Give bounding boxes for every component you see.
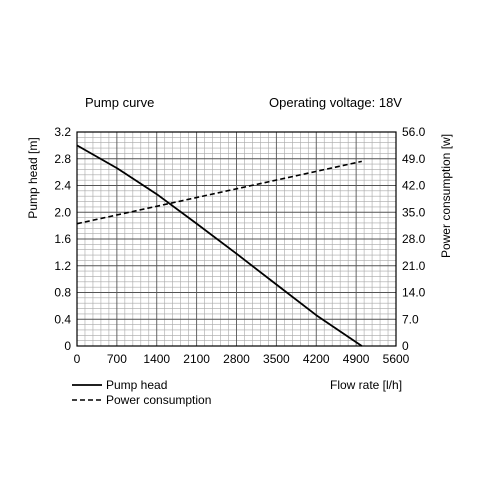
chart-frame bbox=[76, 131, 397, 347]
y2-tick-label: 7.0 bbox=[402, 312, 419, 326]
y2-tick-label: 35.0 bbox=[402, 205, 426, 219]
y-tick-label: 0.8 bbox=[54, 286, 71, 300]
x-tick-label: 4900 bbox=[343, 352, 370, 366]
x-tick-label: 4200 bbox=[303, 352, 330, 366]
y-tick-label: 0.4 bbox=[54, 312, 71, 326]
plot-border bbox=[76, 131, 397, 347]
y2-tick-label: 42.0 bbox=[402, 179, 426, 193]
x-tick-label: 3500 bbox=[263, 352, 290, 366]
tick-labels: 0 700 1400 2100 2800 3500 4200 4900 560000.40.81… bbox=[54, 125, 425, 366]
x-tick-label: 5600 bbox=[383, 352, 410, 366]
y-tick-label: 2.8 bbox=[54, 152, 71, 166]
y-tick-label: 3.2 bbox=[54, 125, 71, 139]
x-axis-label: Flow rate [l/h] bbox=[330, 378, 402, 392]
y2-tick-label: 28.0 bbox=[402, 232, 426, 246]
y2-tick-label: 14.0 bbox=[402, 286, 426, 300]
chart-subtitle: Operating voltage: 18V bbox=[269, 95, 402, 110]
chart-grid bbox=[77, 132, 396, 346]
y2-tick-label: 21.0 bbox=[402, 259, 426, 273]
legend-label-power-consumption: Power consumption bbox=[106, 393, 211, 407]
y-tick-label: 2.0 bbox=[54, 205, 71, 219]
series-line-power-consumption bbox=[76, 160, 362, 225]
chart-series bbox=[76, 144, 363, 347]
y-tick-label: 1.2 bbox=[54, 259, 71, 273]
series-line-pump-head bbox=[76, 144, 363, 347]
y2-tick-label: 0 bbox=[402, 339, 409, 353]
y2-axis-label: Power consumption [w] bbox=[439, 134, 453, 258]
x-tick-label: 2800 bbox=[223, 352, 250, 366]
x-tick-label: 0 bbox=[74, 352, 81, 366]
y-tick-label: 0 bbox=[64, 339, 71, 353]
x-tick-label: 700 bbox=[107, 352, 127, 366]
y-tick-label: 2.4 bbox=[54, 179, 71, 193]
x-tick-label: 2100 bbox=[183, 352, 210, 366]
y-tick-label: 1.6 bbox=[54, 232, 71, 246]
x-tick-label: 1400 bbox=[143, 352, 170, 366]
legend-label-pump-head: Pump head bbox=[106, 378, 167, 392]
y2-tick-label: 56.0 bbox=[402, 125, 426, 139]
y2-tick-label: 49.0 bbox=[402, 152, 426, 166]
chart-title: Pump curve bbox=[85, 95, 154, 110]
y-axis-label: Pump head [m] bbox=[26, 137, 40, 218]
